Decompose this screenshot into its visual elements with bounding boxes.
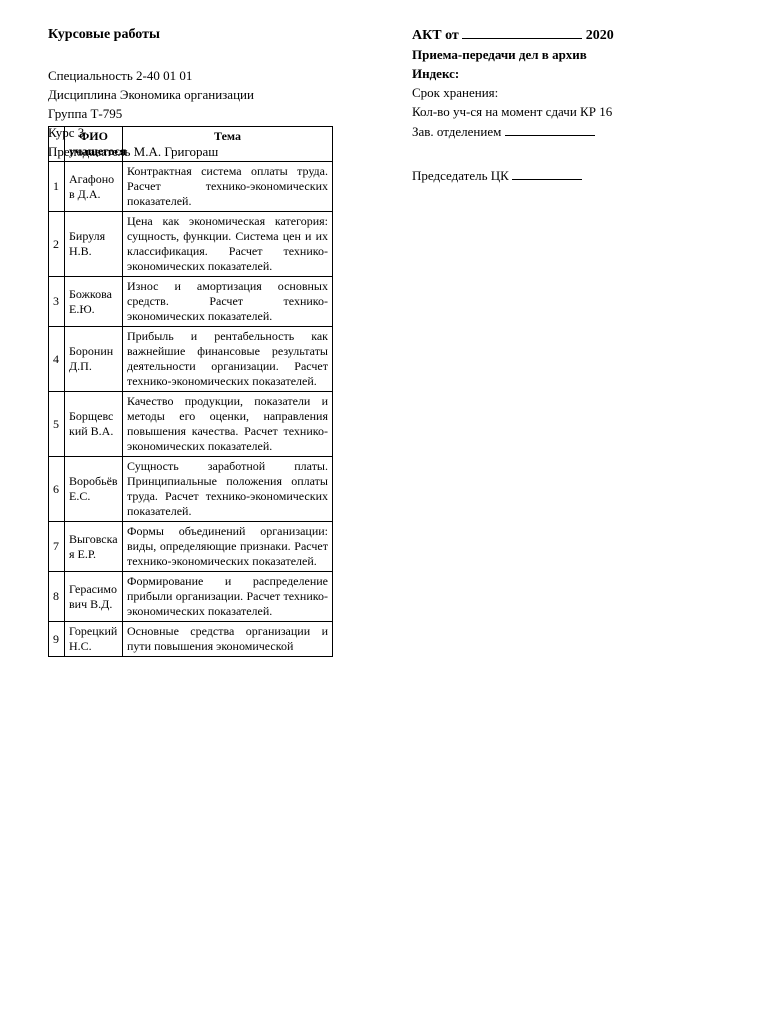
table-row: 8Герасимович В.Д.Формирование и распреде…: [49, 572, 333, 622]
head-line: Зав. отделением: [412, 123, 720, 141]
cell-topic: Сущность заработной платы. Принципиальны…: [123, 457, 333, 522]
table-row: 6Воробьёв Е.С.Сущность заработной платы.…: [49, 457, 333, 522]
table-row: 7Выговская Е.Р.Формы объединений организ…: [49, 522, 333, 572]
cell-fio: Герасимович В.Д.: [65, 572, 123, 622]
akt-prefix: АКТ от: [412, 28, 459, 43]
chair-label: Председатель ЦК: [412, 168, 509, 183]
table-row: 1Агафонов Д.А.Контрактная система оплаты…: [49, 162, 333, 212]
cell-topic: Цена как экономическая категория: сущнос…: [123, 212, 333, 277]
cell-topic: Качество продукции, показатели и методы …: [123, 392, 333, 457]
cell-topic: Формирование и распределение прибыли орг…: [123, 572, 333, 622]
cell-fio: Выговская Е.Р.: [65, 522, 123, 572]
col-fio: ФИО учащегося: [65, 127, 123, 162]
akt-subtitle: Приема-передачи дел в архив: [412, 47, 720, 64]
cell-num: 3: [49, 277, 65, 327]
cell-topic: Прибыль и рентабельность как важнейшие ф…: [123, 327, 333, 392]
cell-fio: Горецкий Н.С.: [65, 622, 123, 657]
cell-num: 8: [49, 572, 65, 622]
cell-topic: Контрактная система оплаты труда. Расчет…: [123, 162, 333, 212]
cell-fio: Агафонов Д.А.: [65, 162, 123, 212]
cell-num: 4: [49, 327, 65, 392]
akt-date-blank: [462, 26, 582, 39]
table-row: 5Борщевский В.А.Качество продукции, пока…: [49, 392, 333, 457]
head-label: Зав. отделением: [412, 124, 501, 139]
cell-num: 1: [49, 162, 65, 212]
cell-topic: Износ и амортизация основных средств. Ра…: [123, 277, 333, 327]
count-line: Кол-во уч-ся на момент сдачи КР 16: [412, 104, 720, 121]
cell-num: 2: [49, 212, 65, 277]
storage-line: Срок хранения:: [412, 85, 720, 102]
chair-sign-blank: [512, 167, 582, 180]
count-value: 16: [599, 104, 612, 119]
cell-fio: Божкова Е.Ю.: [65, 277, 123, 327]
chair-line: Председатель ЦК: [412, 167, 720, 185]
table-row: 2Бируля Н.В.Цена как экономическая катег…: [49, 212, 333, 277]
cell-num: 5: [49, 392, 65, 457]
table-row: 3Божкова Е.Ю.Износ и амортизация основны…: [49, 277, 333, 327]
akt-year: 2020: [586, 28, 614, 43]
cell-fio: Боронин Д.П.: [65, 327, 123, 392]
table-row: 9Горецкий Н.С.Основные средства организа…: [49, 622, 333, 657]
table-row: 4Боронин Д.П.Прибыль и рентабельность ка…: [49, 327, 333, 392]
cell-topic: Формы объединений организации: виды, опр…: [123, 522, 333, 572]
akt-line: АКТ от 2020: [412, 26, 720, 45]
cell-num: 9: [49, 622, 65, 657]
col-topic: Тема: [123, 127, 333, 162]
cell-num: 6: [49, 457, 65, 522]
students-table: ФИО учащегося Тема 1Агафонов Д.А.Контрак…: [48, 126, 333, 657]
count-label: Кол-во уч-ся на момент сдачи КР: [412, 104, 596, 119]
index-line: Индекс:: [412, 66, 720, 83]
cell-topic: Основные средства организации и пути пов…: [123, 622, 333, 657]
cell-fio: Борщевский В.А.: [65, 392, 123, 457]
col-num: [49, 127, 65, 162]
cell-num: 7: [49, 522, 65, 572]
cell-fio: Бируля Н.В.: [65, 212, 123, 277]
cell-fio: Воробьёв Е.С.: [65, 457, 123, 522]
head-sign-blank: [505, 123, 595, 136]
